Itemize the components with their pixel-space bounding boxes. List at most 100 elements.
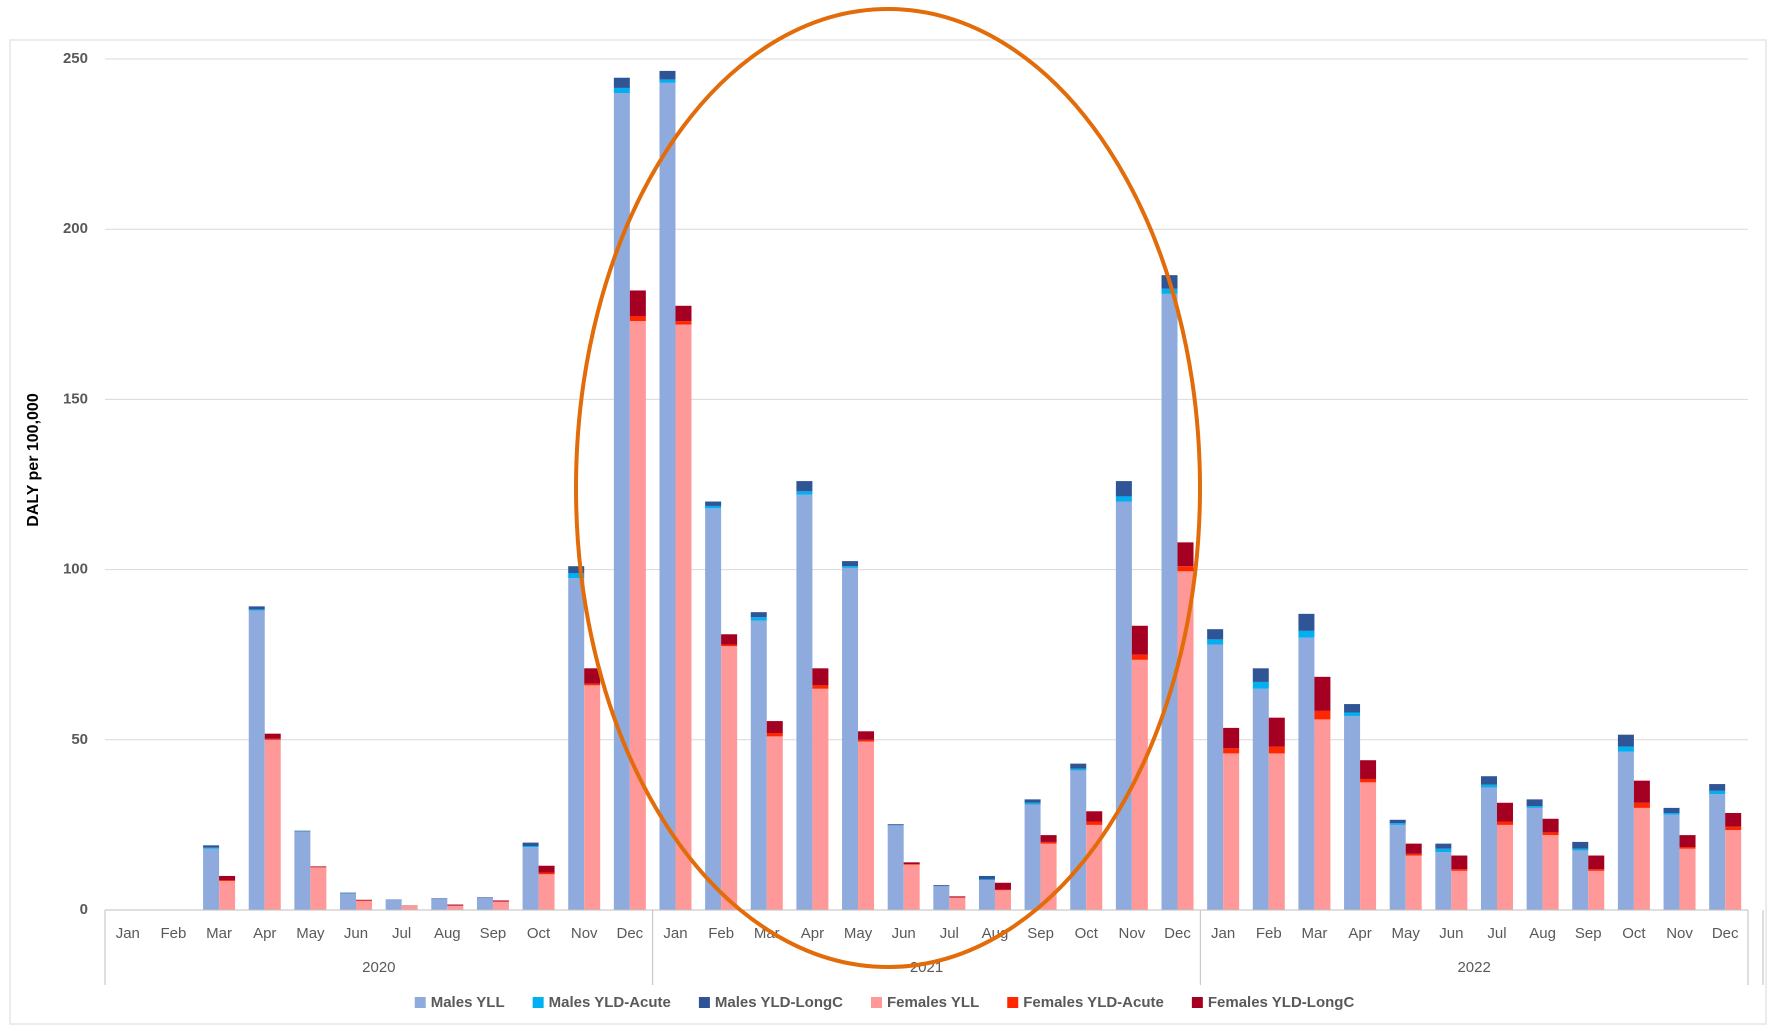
bar-segment: [584, 685, 601, 910]
x-tick-label: Jun: [892, 925, 916, 942]
bar-segment: [522, 842, 539, 847]
legend-swatch: [870, 997, 882, 1008]
bar-segment: [1709, 794, 1726, 910]
bar-segment: [994, 882, 1011, 890]
bar-segment: [1024, 804, 1041, 910]
bar-segment: [1542, 835, 1559, 910]
legend-label: Females YLL: [887, 994, 979, 1011]
bar-segment: [1663, 812, 1680, 815]
x-tick-label: Dec: [1712, 925, 1739, 942]
x-tick-label: May: [844, 925, 873, 942]
highlight-ellipse: [574, 7, 1202, 969]
legend-swatch: [532, 997, 544, 1008]
bar-segment: [219, 881, 236, 910]
legend-swatch: [414, 997, 426, 1008]
x-tick-label: Mar: [206, 925, 232, 942]
legend-swatch: [1191, 997, 1203, 1008]
bar-segment: [705, 501, 722, 506]
bar-segment: [812, 668, 829, 686]
bar-segment: [903, 864, 920, 910]
bar-segment: [949, 896, 966, 898]
bar-segment: [705, 505, 722, 509]
bar-segment: [675, 305, 692, 322]
bar-segment: [1572, 841, 1589, 849]
bar-segment: [1542, 832, 1559, 836]
bar-segment: [522, 846, 539, 848]
bar-segment: [978, 875, 995, 880]
bar-segment: [1223, 748, 1240, 754]
bar-segment: [721, 646, 738, 910]
x-tick-label: Jun: [344, 925, 368, 942]
y-tick-label: 150: [63, 390, 88, 407]
x-tick-label: May: [296, 925, 325, 942]
bar-segment: [1389, 824, 1406, 910]
bar-segment: [1268, 717, 1285, 747]
bar-segment: [796, 491, 813, 495]
bar-segment: [492, 900, 509, 902]
bar-segment: [1177, 571, 1194, 910]
bar-segment: [1480, 784, 1497, 788]
bar-segment: [1177, 542, 1194, 567]
bar-segment: [1617, 734, 1634, 747]
bar-segment: [887, 825, 904, 910]
bar-segment: [1588, 870, 1605, 910]
x-tick-label: May: [1392, 925, 1421, 942]
bar-segment: [1298, 630, 1315, 638]
bar-segment: [1223, 753, 1240, 910]
bar-segment: [1709, 790, 1726, 795]
x-tick-label: Jun: [1439, 925, 1463, 942]
bar-segment: [1344, 712, 1361, 716]
bar-segment: [1679, 847, 1696, 849]
bar-segment: [1526, 806, 1543, 808]
bar-segment: [568, 573, 585, 579]
bar-segment: [750, 617, 767, 621]
bar-segment: [1115, 481, 1132, 497]
bar-segment: [431, 898, 448, 900]
bar-segment: [629, 316, 646, 322]
bar-segment: [812, 688, 829, 910]
bar-segment: [1070, 770, 1087, 910]
bar-segment: [1679, 835, 1696, 848]
bar-segment: [903, 864, 920, 865]
legend-swatch: [1007, 997, 1019, 1008]
bar-segment: [1268, 746, 1285, 754]
bar-segment: [1207, 629, 1224, 640]
bar-segment: [1663, 807, 1680, 813]
bar-segment: [1207, 644, 1224, 910]
bar-segment: [203, 848, 220, 910]
bar-segment: [1298, 613, 1315, 631]
bar-segment: [538, 865, 555, 873]
x-tick-label: Dec: [1164, 925, 1191, 942]
x-tick-label: Apr: [253, 925, 276, 942]
legend-label: Females YLD-LongC: [1208, 994, 1355, 1011]
bar-segment: [1070, 763, 1087, 769]
bar-segment: [1496, 824, 1513, 910]
bar-segment: [1314, 710, 1331, 720]
bar-segment: [766, 732, 783, 737]
bar-segment: [568, 566, 585, 574]
bar-segment: [538, 874, 555, 910]
bar-segment: [356, 900, 373, 910]
bar-segment: [1086, 821, 1103, 825]
bar-segment: [659, 82, 676, 910]
y-tick-label: 250: [63, 50, 88, 67]
bar-segment: [356, 899, 373, 901]
y-axis-title: DALY per 100,000: [25, 393, 42, 527]
bar-segment: [1572, 850, 1589, 910]
bar-segment: [659, 79, 676, 83]
bar-segment: [858, 731, 875, 740]
bar-segment: [1161, 293, 1178, 911]
bar-segment: [1040, 841, 1057, 844]
bar-segment: [219, 875, 236, 881]
x-tick-label: Sep: [1027, 925, 1054, 942]
bar-segment: [675, 321, 692, 325]
bar-segment: [1588, 855, 1605, 870]
bar-segment: [476, 898, 493, 910]
bar-segment: [1268, 753, 1285, 910]
bar-segment: [264, 733, 281, 739]
bar-segment: [613, 87, 630, 94]
bar-segment: [264, 738, 281, 740]
bar-segment: [1131, 625, 1148, 655]
x-tick-label: Oct: [1075, 925, 1099, 942]
